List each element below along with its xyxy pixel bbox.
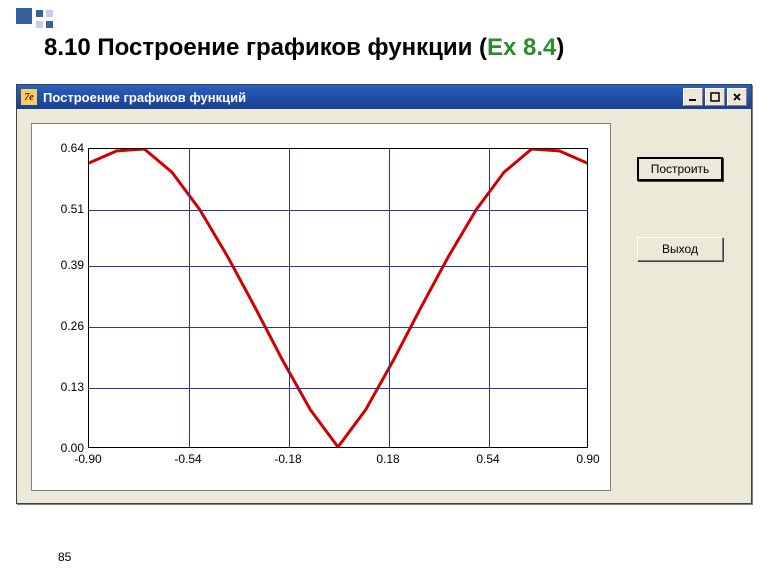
slide-decoration: [16, 8, 53, 28]
titlebar: 7e Построение графиков функций: [17, 85, 751, 109]
minimize-icon: [688, 92, 698, 102]
y-tick-label: 0.39: [44, 258, 84, 272]
y-tick-label: 0.51: [44, 202, 84, 216]
x-tick-label: 0.54: [476, 452, 499, 466]
gridline-vertical: [189, 149, 190, 447]
exit-button-label: Выход: [662, 242, 698, 256]
x-tick-label: 0.90: [576, 452, 599, 466]
build-button-label: Построить: [651, 162, 710, 176]
gridline-vertical: [389, 149, 390, 447]
x-tick-label: -0.90: [74, 452, 101, 466]
close-button[interactable]: [727, 88, 747, 106]
chart-curve: [89, 149, 587, 447]
chart-panel: 0.000.130.260.390.510.64-0.90-0.54-0.180…: [31, 123, 611, 491]
y-tick-label: 0.26: [44, 319, 84, 333]
window-title: Построение графиков функций: [43, 90, 246, 105]
gridline-horizontal: [89, 388, 587, 389]
maximize-icon: [710, 92, 720, 102]
gridline-vertical: [289, 149, 290, 447]
gridline-horizontal: [89, 327, 587, 328]
minimize-button[interactable]: [683, 88, 703, 106]
maximize-button[interactable]: [705, 88, 725, 106]
slide-title-prefix: 8.10 Построение графиков функции (: [44, 34, 487, 61]
gridline-horizontal: [89, 210, 587, 211]
x-tick-label: -0.18: [274, 452, 301, 466]
chart-plot-area: [88, 148, 588, 448]
exit-button[interactable]: Выход: [637, 237, 723, 261]
slide-title-ex: Ex 8.4: [487, 34, 556, 61]
app-window: 7e Построение графиков функций 0.000.130…: [16, 84, 752, 504]
gridline-horizontal: [89, 266, 587, 267]
gridline-vertical: [489, 149, 490, 447]
window-controls: [683, 88, 747, 106]
x-tick-label: 0.18: [376, 452, 399, 466]
y-tick-label: 0.13: [44, 380, 84, 394]
slide-title-suffix: ): [556, 34, 564, 61]
close-icon: [732, 92, 742, 102]
y-tick-label: 0.64: [44, 141, 84, 155]
client-area: 0.000.130.260.390.510.64-0.90-0.54-0.180…: [17, 109, 751, 503]
slide-title: 8.10 Построение графиков функции (Ex 8.4…: [44, 34, 564, 62]
build-button[interactable]: Построить: [637, 157, 723, 181]
page-number: 85: [58, 550, 71, 564]
x-tick-label: -0.54: [174, 452, 201, 466]
app-icon: 7e: [21, 89, 37, 105]
